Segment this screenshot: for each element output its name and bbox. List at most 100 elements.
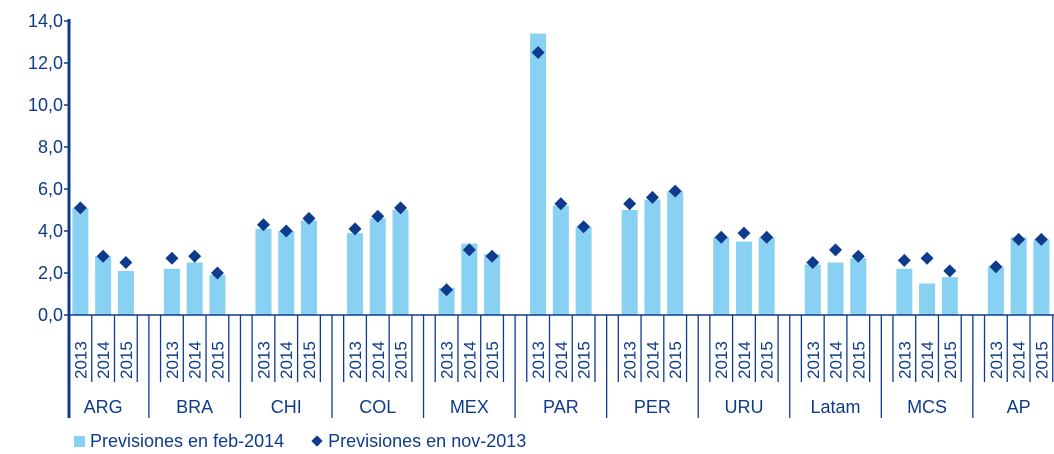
bar bbox=[941, 277, 958, 315]
year-label: 2013 bbox=[71, 341, 90, 379]
y-tick-label: 0,0 bbox=[38, 305, 63, 325]
diamond-marker bbox=[851, 249, 865, 263]
diamond-marker bbox=[1034, 232, 1048, 246]
legend-label-nov-2013: Previsiones en nov-2013 bbox=[328, 430, 527, 451]
diamond-marker bbox=[279, 224, 293, 238]
diamond-marker bbox=[897, 253, 911, 267]
bar bbox=[804, 264, 821, 315]
diamond-marker bbox=[485, 249, 499, 263]
year-label: 2013 bbox=[163, 341, 182, 379]
bar bbox=[530, 33, 547, 315]
legend-label-feb-2014: Previsiones en feb-2014 bbox=[90, 430, 285, 451]
year-label: 2013 bbox=[438, 341, 457, 379]
y-tick-label: 6,0 bbox=[38, 179, 63, 199]
diamond-marker bbox=[256, 218, 270, 232]
year-label: 2015 bbox=[941, 341, 960, 379]
year-label: 2014 bbox=[277, 341, 296, 379]
bar bbox=[117, 270, 134, 315]
bar bbox=[438, 287, 455, 315]
diamond-marker bbox=[73, 201, 87, 215]
year-label: 2014 bbox=[369, 341, 388, 379]
diamond-marker bbox=[829, 243, 843, 257]
bar bbox=[72, 207, 89, 315]
y-tick-label: 2,0 bbox=[38, 263, 63, 283]
year-label: 2013 bbox=[529, 341, 548, 379]
category-label: BRA bbox=[176, 397, 213, 417]
bar bbox=[255, 228, 272, 315]
year-label: 2014 bbox=[94, 341, 113, 379]
diamond-marker bbox=[623, 197, 637, 211]
category-label: URU bbox=[724, 397, 763, 417]
legend-item-bars: Previsiones en feb-2014 bbox=[74, 431, 284, 452]
diamond-marker bbox=[165, 251, 179, 265]
category-label: COL bbox=[359, 397, 396, 417]
diamond-marker bbox=[96, 249, 110, 263]
legend-bar-swatch bbox=[74, 435, 85, 447]
bar bbox=[186, 262, 203, 315]
diamond-marker bbox=[462, 243, 476, 257]
bar bbox=[735, 241, 752, 315]
diamond-marker bbox=[806, 256, 820, 269]
year-label: 2014 bbox=[827, 341, 846, 379]
diamond-marker bbox=[119, 256, 133, 269]
bar bbox=[300, 220, 317, 315]
diamond-marker bbox=[760, 230, 774, 244]
year-label: 2015 bbox=[208, 341, 227, 379]
year-label: 2014 bbox=[918, 341, 937, 379]
category-label: ARG bbox=[84, 397, 123, 417]
bar bbox=[575, 226, 592, 315]
diamond-marker bbox=[714, 230, 728, 244]
diamond-marker bbox=[1012, 232, 1026, 246]
diamond-marker bbox=[394, 201, 408, 215]
legend: Previsiones en feb-2014 Previsiones en n… bbox=[74, 430, 526, 452]
year-label: 2013 bbox=[346, 341, 365, 379]
category-label: PER bbox=[634, 397, 671, 417]
diamond-marker bbox=[668, 184, 682, 198]
diamond-marker bbox=[943, 264, 957, 278]
category-label: CHI bbox=[271, 397, 302, 417]
year-label: 2015 bbox=[575, 341, 594, 379]
diamond-marker bbox=[440, 283, 454, 297]
year-label: 2015 bbox=[392, 341, 411, 379]
legend-diamond-swatch bbox=[311, 435, 323, 447]
bar bbox=[95, 256, 112, 315]
year-label: 2015 bbox=[849, 341, 868, 379]
diamond-marker bbox=[554, 197, 568, 211]
diamond-marker bbox=[210, 266, 224, 280]
bar bbox=[209, 275, 226, 315]
bar bbox=[163, 268, 180, 315]
y-tick-label: 14,0 bbox=[28, 11, 63, 31]
bar bbox=[667, 191, 684, 315]
bar bbox=[1010, 237, 1027, 315]
y-tick-label: 12,0 bbox=[28, 53, 63, 73]
bar bbox=[1033, 239, 1050, 315]
year-label: 2015 bbox=[758, 341, 777, 379]
year-label: 2015 bbox=[1032, 341, 1051, 379]
diamond-marker bbox=[188, 249, 202, 263]
diamond-marker bbox=[737, 226, 751, 240]
diamond-marker bbox=[645, 190, 659, 204]
year-label: 2014 bbox=[735, 341, 754, 379]
diamond-marker bbox=[348, 222, 362, 236]
bar bbox=[758, 237, 775, 315]
category-label: MEX bbox=[450, 397, 489, 417]
bar bbox=[827, 262, 844, 315]
year-label: 2013 bbox=[987, 341, 1006, 379]
y-tick-label: 10,0 bbox=[28, 95, 63, 115]
year-label: 2014 bbox=[186, 341, 205, 379]
year-label: 2014 bbox=[643, 341, 662, 379]
bar bbox=[552, 205, 569, 315]
year-label: 2015 bbox=[483, 341, 502, 379]
y-tick-label: 8,0 bbox=[38, 137, 63, 157]
year-label: 2014 bbox=[460, 341, 479, 379]
year-label: 2013 bbox=[712, 341, 731, 379]
category-label: AP bbox=[1007, 397, 1031, 417]
bar bbox=[484, 254, 501, 315]
diamond-marker bbox=[302, 211, 316, 225]
category-label: MCS bbox=[907, 397, 947, 417]
year-label: 2015 bbox=[117, 341, 136, 379]
bar bbox=[919, 283, 936, 315]
year-label: 2015 bbox=[300, 341, 319, 379]
bar bbox=[850, 258, 867, 315]
